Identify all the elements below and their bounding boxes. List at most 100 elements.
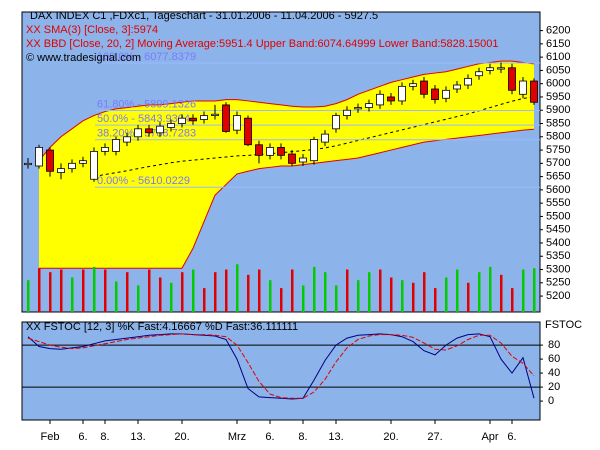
volume-bar — [500, 274, 503, 312]
volume-bar — [511, 288, 514, 312]
volume-bar — [368, 272, 371, 312]
y-tick-label: 5300 — [546, 263, 570, 275]
candle-body — [79, 160, 87, 164]
y-tick-label: 5750 — [546, 144, 570, 156]
candle-body — [167, 123, 175, 128]
x-tick-label: 8. — [298, 431, 307, 443]
volume-bar — [522, 269, 525, 312]
band-fill — [39, 61, 534, 269]
stoch-line — [27, 333, 535, 399]
volume-bar — [93, 266, 96, 312]
volume-bar — [159, 277, 162, 312]
y-tick-label: 6100 — [546, 51, 570, 63]
y-tick-label: 5600 — [546, 184, 570, 196]
y-tick-label: 5350 — [546, 250, 570, 262]
y-tick-label: 6050 — [546, 64, 570, 76]
volume-bar — [269, 280, 272, 312]
x-tick-label: Mrz — [228, 431, 246, 443]
candle-body — [398, 85, 406, 102]
x-tick-label: 20. — [383, 431, 398, 443]
volume-bar — [456, 269, 459, 312]
candle-body — [464, 77, 472, 86]
y-tick-label: 5700 — [546, 157, 570, 169]
lower-band — [39, 128, 535, 269]
y-tick-label: 5550 — [546, 197, 570, 209]
candle-body — [233, 115, 241, 131]
candle-body — [354, 107, 362, 110]
y-tick-label: 5950 — [546, 91, 570, 103]
candle-body — [475, 71, 483, 77]
fib-label: 0.00% - 5610.0229 — [97, 175, 190, 187]
fib-label: 50.0% - 5843.9304 — [97, 113, 190, 125]
volume-bar — [214, 272, 217, 312]
y-tick-label: 5250 — [546, 277, 570, 289]
volume-bar — [225, 269, 228, 312]
y-tick-label: 5650 — [546, 171, 570, 183]
candle-body — [453, 84, 461, 90]
candle-body — [442, 89, 450, 99]
candle-body — [101, 146, 109, 152]
candle-body — [68, 162, 76, 170]
volume-bar — [104, 269, 107, 312]
volume-bar — [49, 272, 52, 312]
volume-bar — [302, 285, 305, 312]
volume-bar — [115, 281, 118, 312]
y-tick-label: 5450 — [546, 224, 570, 236]
candle-body — [508, 67, 516, 91]
chart-title: DAX INDEX C1 ,FDXc1, Tageschart - 31.01.… — [30, 10, 378, 22]
volume-bar — [357, 280, 360, 312]
candle-body — [277, 146, 285, 156]
volume-bar — [412, 282, 415, 312]
candle-body — [200, 115, 208, 120]
volume-bar — [247, 274, 250, 312]
volume-bar — [291, 269, 294, 312]
candle-body — [332, 115, 340, 130]
volume-bar — [60, 269, 63, 312]
volume-bar — [533, 268, 536, 312]
y-tick-label: 6200 — [546, 24, 570, 36]
volume-bar — [346, 269, 349, 312]
volume-bar — [170, 282, 173, 312]
candle-body — [343, 109, 351, 116]
candle-body — [211, 113, 219, 116]
volume-bar — [489, 266, 492, 312]
copyright: © www.tradesignal.com — [26, 52, 141, 64]
volume-bar — [27, 280, 30, 312]
x-tick-label: Feb — [41, 431, 60, 443]
candle-body — [310, 139, 318, 162]
x-tick-label: 6. — [507, 431, 516, 443]
x-tick-label: 8. — [100, 431, 109, 443]
volume-bar — [434, 288, 437, 312]
volume-bar — [236, 264, 239, 312]
volume-bar — [258, 269, 261, 312]
candle-body — [46, 149, 54, 172]
y-tick-label: 5800 — [546, 131, 570, 143]
fib-label: 100.0% - 6077.8379 — [97, 51, 196, 63]
bbd-label: XX BBD [Close, 20, 2] Moving Average:595… — [26, 38, 499, 50]
volume-bar — [181, 272, 184, 312]
volume-bar — [379, 269, 382, 312]
candle-body — [321, 133, 329, 143]
y-tick-label: 5500 — [546, 210, 570, 222]
candle-body — [530, 80, 538, 103]
volume-bar — [280, 288, 283, 312]
candle-body — [299, 157, 307, 163]
candle-body — [123, 136, 131, 143]
upper-band — [38, 60, 535, 161]
volume-bar — [324, 272, 327, 312]
y-tick-label: 80 — [548, 339, 560, 351]
fib-label: 61.80% - 5899.1326 — [97, 98, 196, 110]
stoch-label: XX FSTOC [12, 3] %K Fast:4.16667 %D Fast… — [26, 321, 298, 333]
candle-body — [288, 153, 296, 164]
candle-body — [409, 83, 417, 87]
moving-average — [93, 96, 535, 178]
sma-label: XX SMA(3) [Close, 3]:5974 — [26, 24, 158, 36]
y-tick-label: 60 — [548, 353, 560, 365]
candle-body — [112, 139, 120, 152]
x-tick-label: Apr — [481, 431, 498, 443]
candle-body — [420, 80, 428, 95]
candle-body — [134, 128, 142, 138]
y-tick-label: 40 — [548, 367, 560, 379]
